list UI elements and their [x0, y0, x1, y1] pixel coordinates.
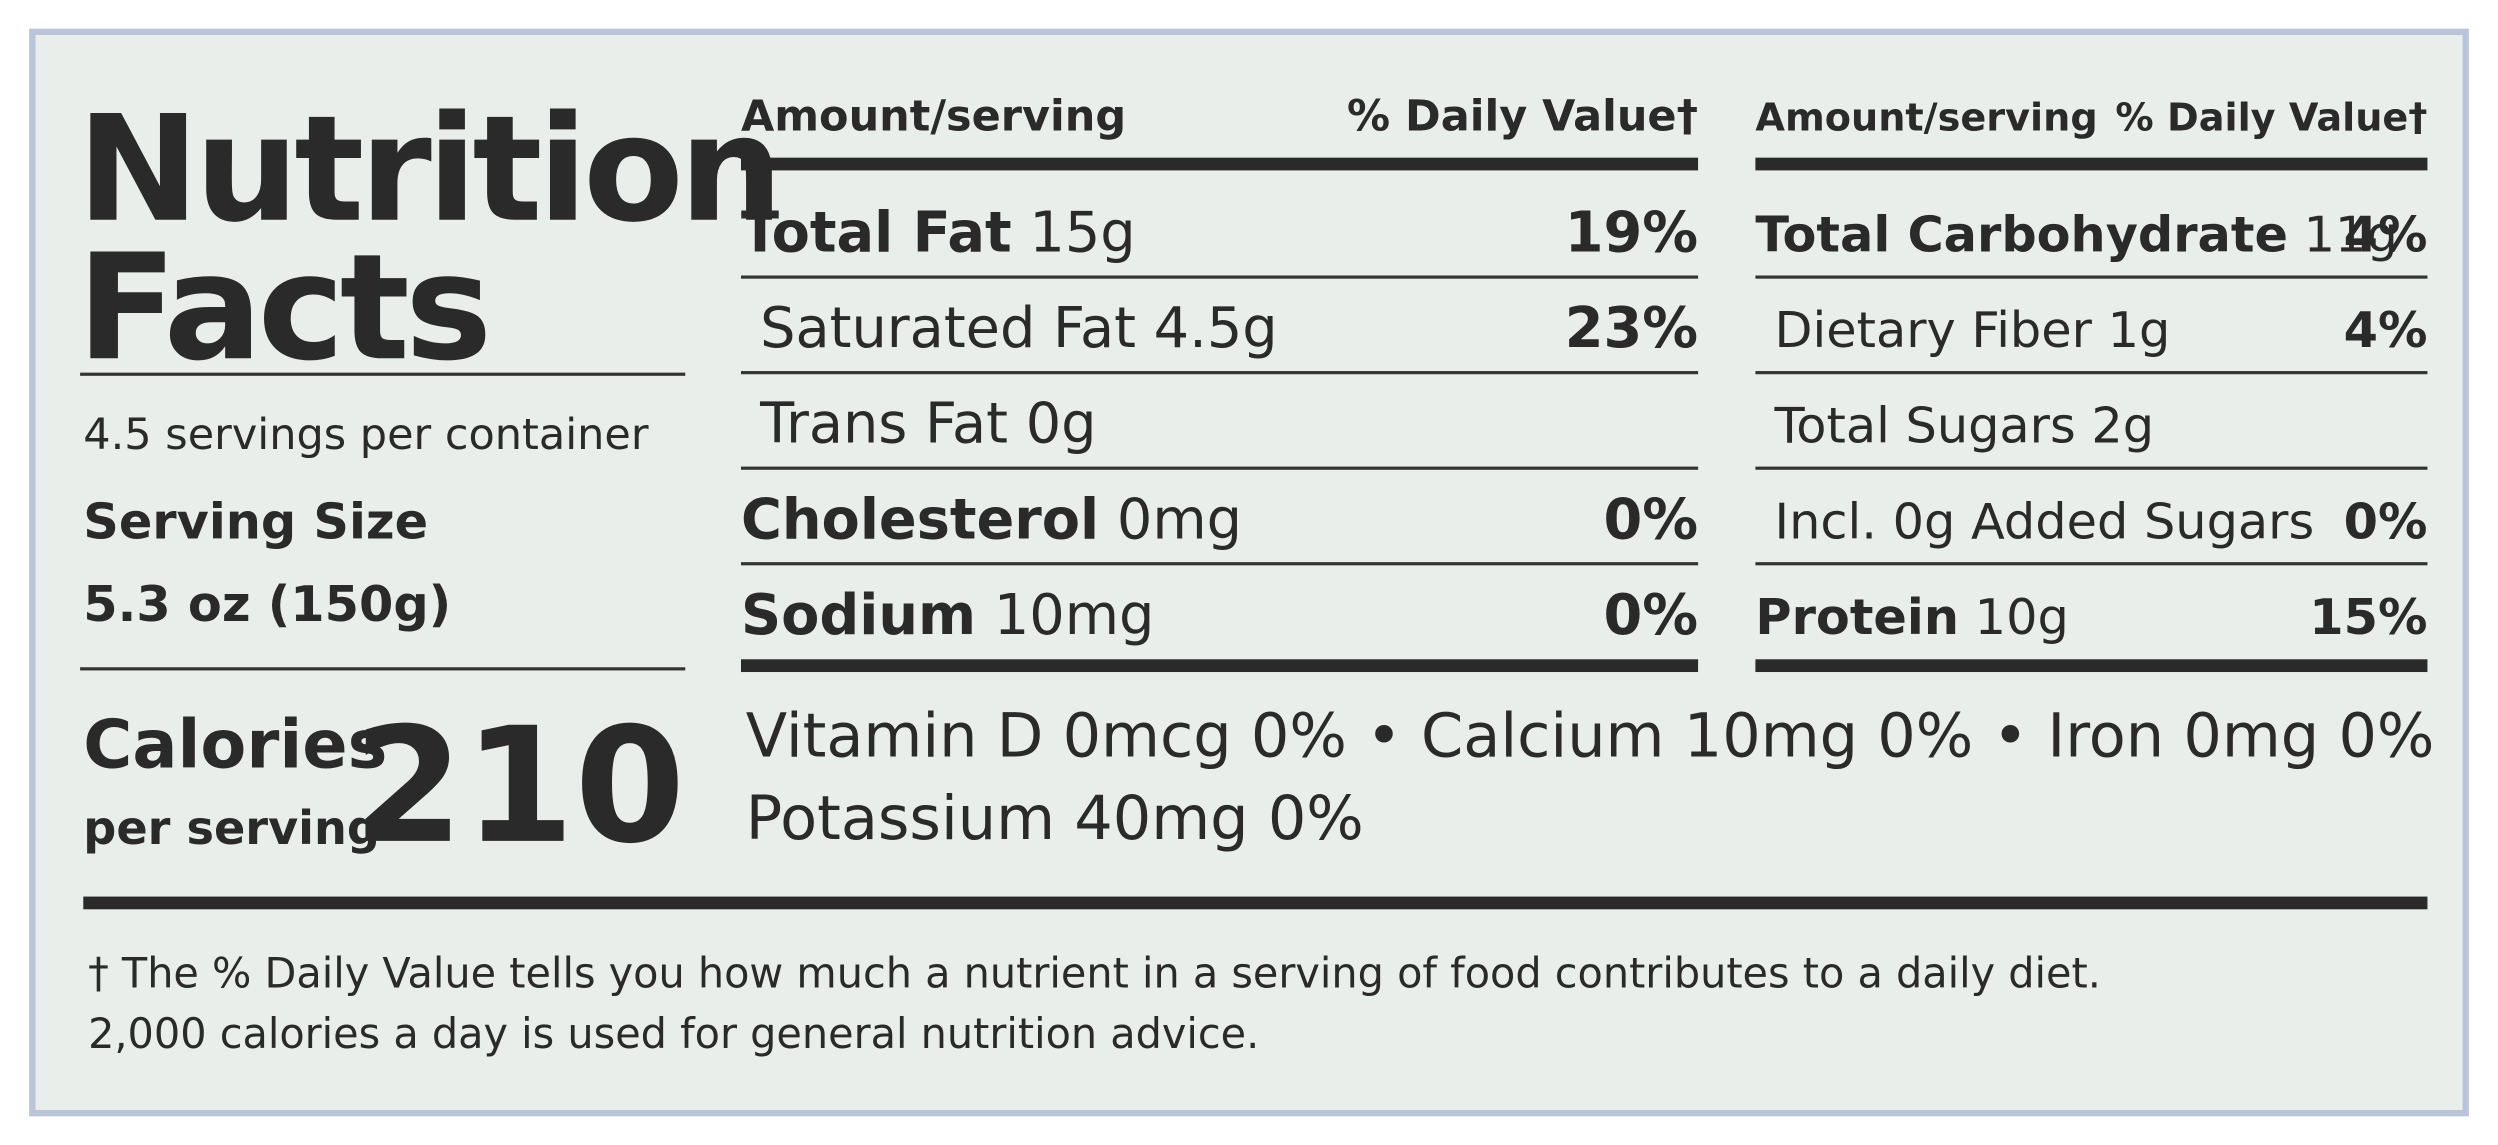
daily-value: 19%: [1565, 201, 1698, 266]
nutrient-amount: 10mg: [994, 583, 1155, 648]
nutrient-name: Cholesterol: [741, 487, 1099, 552]
rule: [83, 896, 2428, 910]
nutrient: Sodium 10mg: [741, 583, 1154, 648]
calories-sublabel: per serving: [83, 801, 380, 855]
daily-value: 4%: [2344, 301, 2428, 359]
nutrient: Total Fat 15g: [741, 201, 1136, 266]
daily-value: 4%: [2344, 206, 2428, 264]
daily-value: 0%: [1603, 583, 1698, 648]
rule: [740, 659, 1699, 673]
nutrient-amount: 4.5g: [1154, 296, 1278, 361]
rule: [1755, 371, 2428, 375]
nutrient-amount: 10g: [1975, 588, 2069, 646]
column-header: % Daily Value†: [2115, 97, 2427, 141]
nutrient-name: Saturated Fat: [760, 296, 1136, 361]
nutrient: Dietary Fiber 1g: [1775, 301, 2171, 359]
footnote: 2,000 calories a day is used for general…: [88, 1010, 1259, 1058]
vitamins: Vitamin D 0mcg 0% • Calcium 10mg 0% • Ir…: [746, 701, 2435, 771]
nutrient-amount: 11g: [2304, 206, 2398, 264]
nutrient-amount: 15g: [1029, 201, 1135, 266]
serving-size: 5.3 oz (150g): [83, 575, 451, 633]
nutrient-name: Trans Fat: [759, 392, 1008, 457]
tables: Amount/serving % Daily Value† Total Fat 15…: [740, 92, 2428, 673]
rule: [1755, 157, 2428, 171]
daily-value: 0%: [1603, 487, 1698, 552]
panel: [35, 35, 2463, 1110]
rule: [740, 466, 1699, 470]
vitamins: Potassium 40mg 0%: [746, 784, 1364, 854]
rule: [740, 275, 1699, 279]
title: Nutrition: [77, 84, 779, 255]
footnote: † The % Daily Value tells you how much a…: [88, 949, 2101, 997]
nutrient-name: Total Carbohydrate: [1755, 206, 2288, 264]
nutrient-name: Protein: [1755, 588, 1959, 646]
column-header: Amount/serving: [741, 92, 1126, 142]
nutrient-amount: 1g: [2108, 301, 2171, 359]
rule: [1755, 466, 2428, 470]
column-header: Amount/serving: [1755, 97, 2097, 141]
rule: [1755, 659, 2428, 673]
nutrient-amount: 0g: [1026, 392, 1097, 457]
daily-value: 0%: [2344, 492, 2428, 550]
rule: [80, 667, 686, 671]
rule: [1755, 275, 2428, 279]
nutrient: Saturated Fat 4.5g: [760, 296, 1278, 361]
nutrient: Protein 10g: [1755, 588, 2068, 646]
rule: [1755, 562, 2428, 566]
nutrient-amount: 2g: [2091, 397, 2154, 455]
nutrient: Cholesterol 0mg: [741, 487, 1242, 552]
nutrient-name: Total Fat: [741, 201, 1012, 266]
column-header: % Daily Value†: [1347, 92, 1698, 142]
daily-value: 15%: [2309, 588, 2427, 646]
daily-value: 23%: [1565, 296, 1698, 361]
nutrient-amount: 0mg: [1117, 487, 1242, 552]
nutrient: Incl. 0g Added Sugars: [1775, 492, 2315, 550]
rule: [740, 562, 1699, 566]
rule: [740, 157, 1699, 171]
nutrient: Total Sugars 2g: [1774, 397, 2155, 455]
nutrient: Total Carbohydrate 11g: [1755, 206, 2397, 264]
calories: 210: [353, 693, 685, 879]
rule: [80, 372, 686, 376]
servings: 4.5 servings per container: [83, 410, 649, 460]
calories-label: Calories: [83, 706, 387, 784]
nutrient-name: Total Sugars: [1774, 397, 2076, 455]
nutrient-name: Incl. 0g Added Sugars: [1775, 492, 2315, 550]
nutrient-name: Sodium: [741, 583, 976, 648]
nutrient: Trans Fat 0g: [759, 392, 1096, 457]
serving-size-label: Serving Size: [83, 492, 428, 550]
nutrient-name: Dietary Fiber: [1775, 301, 2093, 359]
title: Facts: [77, 222, 488, 393]
rule: [740, 371, 1699, 375]
